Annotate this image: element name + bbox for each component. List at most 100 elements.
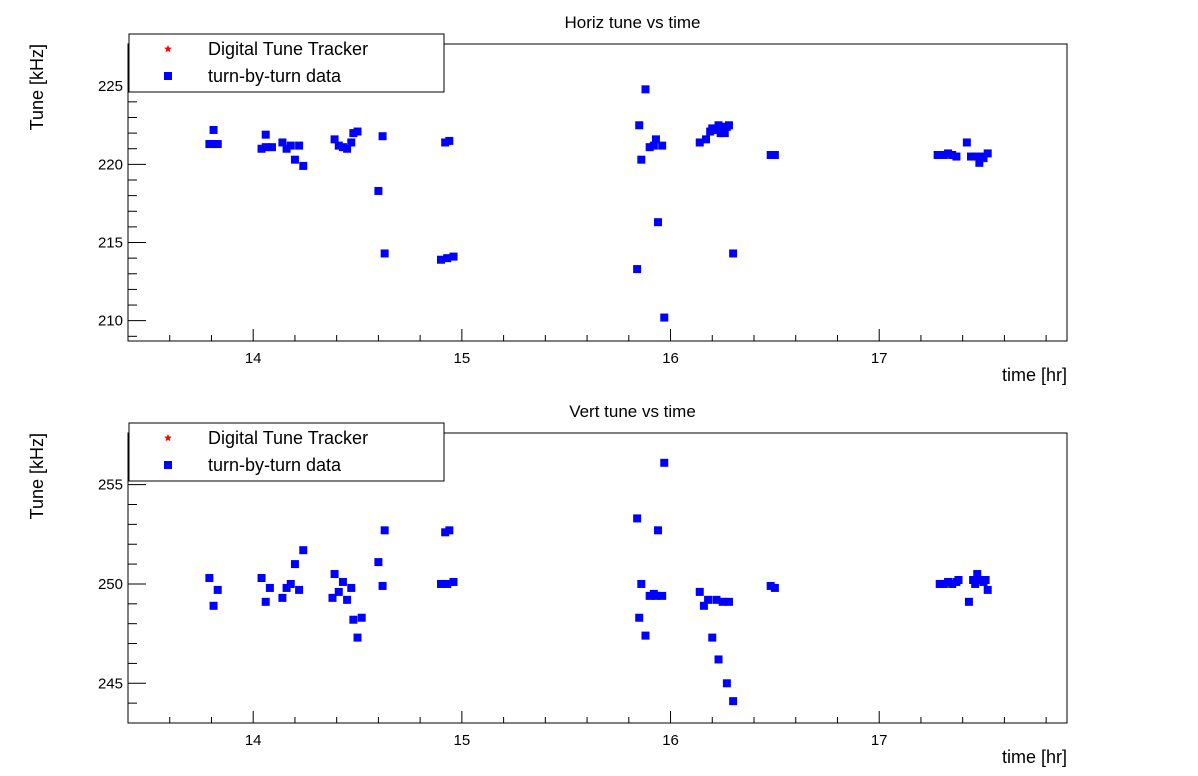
data-point <box>770 150 779 159</box>
data-point <box>645 143 654 152</box>
plot-frame <box>127 43 1068 342</box>
y-tick-label: 220 <box>98 156 123 173</box>
data-point <box>278 593 287 602</box>
data-point <box>651 591 660 600</box>
data-point <box>437 255 445 264</box>
y-tick-label: 210 <box>98 313 123 330</box>
x-tick-label: 17 <box>871 732 888 749</box>
data-point <box>374 558 383 567</box>
data-point <box>330 570 339 579</box>
data-point <box>290 155 299 164</box>
data-point <box>933 150 942 159</box>
data-point <box>729 697 738 706</box>
data-point <box>981 575 990 584</box>
data-point <box>338 577 347 586</box>
data-point <box>353 633 362 642</box>
data-point <box>702 135 711 144</box>
data-point <box>718 597 727 606</box>
y-tick-label: 250 <box>98 576 123 593</box>
data-point <box>944 577 953 586</box>
data-point <box>708 124 717 133</box>
data-point <box>286 141 295 150</box>
x-tick-label: 16 <box>662 732 679 749</box>
data-point <box>213 585 222 594</box>
data-point <box>651 135 660 144</box>
data-point <box>449 577 458 586</box>
data-point <box>205 140 214 149</box>
data-point <box>939 579 948 588</box>
data-point <box>704 595 713 604</box>
data-point <box>660 458 669 467</box>
data-point <box>658 591 667 600</box>
data-point <box>282 144 291 153</box>
data-point <box>257 574 266 582</box>
legend-label: Digital Tune Tracker <box>208 39 368 59</box>
chart-panel-0: Horiz tune vs time time [hr] Tune [kHz] 14 1… <box>27 13 1068 385</box>
data-point <box>445 526 454 535</box>
chart-panel-1: Vert tune vs time time [hr] Tune [kHz] 14 15… <box>27 402 1068 767</box>
data-point <box>654 218 663 227</box>
data-point <box>334 141 343 150</box>
data-point <box>714 121 723 130</box>
data-point <box>261 597 270 606</box>
data-point <box>209 125 218 134</box>
data-point <box>660 313 669 322</box>
data-point <box>971 579 980 588</box>
legend-label: turn-by-turn data <box>208 455 342 475</box>
legend-square-marker <box>164 461 172 469</box>
data-point <box>973 570 982 579</box>
data-point <box>257 144 266 153</box>
y-tick-label: 245 <box>98 675 123 692</box>
data-point <box>205 574 214 582</box>
data-point <box>724 121 733 130</box>
data-point <box>962 138 971 147</box>
data-point <box>637 579 646 588</box>
data-point <box>209 140 218 149</box>
data-point <box>699 601 708 610</box>
data-point <box>347 583 356 592</box>
data-point <box>712 125 721 134</box>
legend-label: Digital Tune Tracker <box>208 428 368 448</box>
data-point <box>720 129 729 138</box>
data-point <box>334 587 343 596</box>
data-point <box>654 526 663 535</box>
data-point <box>722 679 731 688</box>
data-point <box>641 85 650 94</box>
series-0 <box>205 458 992 706</box>
data-point <box>213 140 222 149</box>
data-point <box>952 152 961 161</box>
data-point <box>633 265 642 274</box>
data-point <box>441 138 450 147</box>
x-tick-label: 15 <box>454 350 471 367</box>
data-point <box>635 121 644 130</box>
x-axis-label: time [hr] <box>1002 747 1067 767</box>
series-0 <box>205 85 992 322</box>
data-point <box>443 579 452 588</box>
data-point <box>290 560 299 569</box>
data-point <box>437 579 445 588</box>
data-point <box>649 141 658 150</box>
y-axis-label: Tune [kHz] <box>27 433 47 519</box>
data-point <box>712 595 721 604</box>
data-point <box>445 136 454 145</box>
legend-square-marker <box>164 72 172 80</box>
data-point <box>295 585 304 594</box>
data-point <box>729 249 738 258</box>
data-point <box>443 254 452 263</box>
data-point <box>954 575 963 584</box>
data-point <box>328 593 337 602</box>
y-tick-label: 225 <box>98 78 123 95</box>
data-point <box>695 587 704 596</box>
data-point <box>380 526 389 535</box>
x-tick-label: 15 <box>454 732 471 749</box>
data-point <box>343 595 352 604</box>
data-point <box>939 150 948 159</box>
legend-star-marker <box>164 434 172 442</box>
data-point <box>964 597 973 606</box>
y-axis-label: Tune [kHz] <box>27 44 47 130</box>
data-point <box>770 583 779 592</box>
legend-box <box>128 422 445 482</box>
data-point <box>209 601 218 610</box>
data-point <box>979 154 988 163</box>
x-tick-label: 17 <box>871 350 888 367</box>
